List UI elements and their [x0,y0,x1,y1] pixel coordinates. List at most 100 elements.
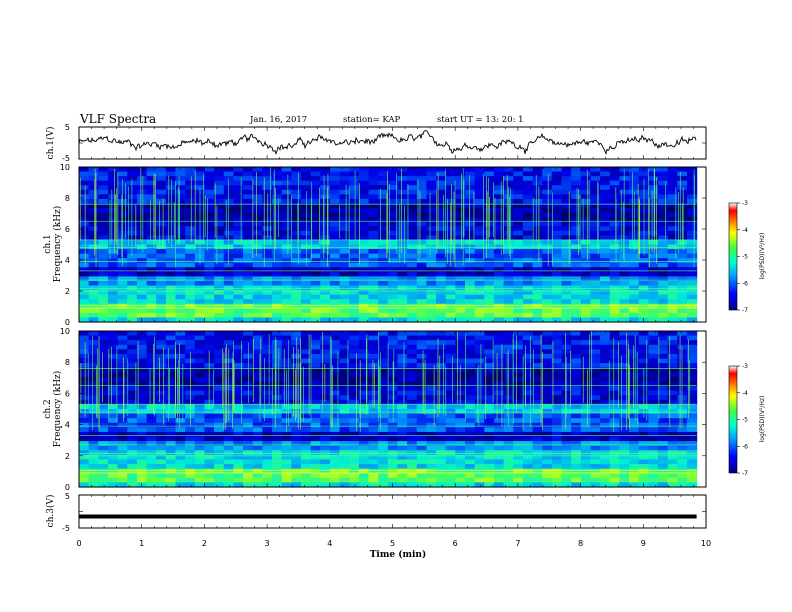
spectrogram-cell [320,276,331,282]
spectrogram-cell [156,253,167,259]
spectrogram-cell [243,267,254,273]
spectrogram-cell [522,358,534,364]
spectrogram-cell [532,198,543,205]
spectrogram-cell [358,290,370,296]
spectrogram-cell [436,203,447,209]
spectrogram-cell [445,477,456,484]
spectrogram-cell [387,441,399,447]
spectrogram-cell [146,167,157,173]
spectrogram-cell [609,244,620,250]
spectrogram-cell [310,285,321,291]
spectrogram-cell [368,349,379,355]
spectrogram-cell [291,431,302,438]
spectrogram-cell [387,212,399,218]
spectrogram-cell [358,176,370,182]
spectrogram-cell [185,464,196,470]
spectrogram-cell [667,367,678,373]
spectrogram-cell [107,198,119,205]
spectrogram-cell [571,413,582,419]
spectrogram-cell [551,271,563,278]
spectrogram-cell [339,372,350,378]
spectrogram-cell [551,276,563,282]
spectrogram-cell [358,285,370,291]
station-label: station= KAP [343,115,401,125]
spectrogram-cell [474,280,485,287]
spectrogram-cell [677,294,688,300]
spectrogram-cell [532,413,543,419]
spectrogram-cell [493,267,505,273]
spectrogram-cell [551,331,563,337]
spectrogram-cell [194,271,206,278]
spectrogram-cell [107,344,119,350]
spectrogram-cell [445,176,456,182]
spectrogram-cell [349,390,360,396]
spectrogram-cell [532,276,543,282]
spectrogram-cell [397,349,408,355]
spectrogram-cell [445,363,456,369]
spectrogram-cell [658,418,669,424]
spectrogram-cell [204,422,215,428]
spectrogram-cell [368,226,379,232]
spectrogram-cell [349,413,360,419]
spectrogram-cell [378,390,389,396]
spectrogram-cell [532,335,543,341]
spectrogram-cell [310,280,321,287]
spectrogram-cell [397,473,408,479]
spectrogram-cell [107,468,119,474]
spectrogram-cell [98,340,109,346]
spectrogram-cell [79,167,90,173]
spectrogram-cell [272,409,283,415]
spectrogram-cell [658,312,669,319]
spectrogram-cell [609,427,620,433]
spectrogram-cell [88,413,99,419]
spectrogram-cell [571,390,582,396]
spectrogram-cell [648,363,659,369]
spectrogram-cell [484,372,495,378]
spectrogram-cell [638,280,649,287]
spectrogram-cell [619,230,630,236]
spectrogram-cell [300,244,312,250]
spectrogram-cell [551,418,563,424]
spectrogram-cell [638,431,649,438]
spectrogram-cell [339,482,350,488]
spectrogram-cell [397,331,408,337]
spectrogram-cell [522,404,534,410]
spectrogram-cell [474,285,485,291]
spectrogram-cell [252,477,263,484]
spectrogram-cell [542,189,553,195]
spectrogram-cell [551,335,563,341]
spectrogram-cell [426,349,437,355]
spectrogram-cell [551,358,563,364]
spectrogram-cell [667,276,678,282]
spectrogram-cell [310,376,321,383]
spectrogram-cell [368,180,379,186]
spectrogram-cell [310,198,321,205]
spectrogram-cell [416,381,427,387]
spectrogram-cell [658,372,669,378]
spectrogram-cell [272,473,283,479]
spectrogram-cell [493,262,505,268]
spectrogram-cell [609,239,620,246]
spectrogram-cell [107,285,119,291]
spectrogram-cell [329,235,341,241]
spectrogram-cell [339,349,350,355]
spectrogram-cell [214,239,225,246]
spectrogram-cell [339,253,350,259]
spectrogram-cell [445,267,456,273]
spectrogram-cell [629,431,640,438]
spectrogram-cell [233,436,244,442]
spectrogram-cell [136,253,148,259]
spectrogram-cell [243,208,254,214]
spectrogram-cell [571,335,582,341]
spectrogram-cell [262,239,273,246]
spectrogram-cell [658,363,669,369]
spectrogram-cell [561,409,572,415]
spectrogram-cell [281,363,292,369]
spectrogram-cell [590,280,601,287]
spectrogram-cell [291,185,302,191]
spectrogram-cell [252,308,263,314]
spectrogram-cell [513,358,524,364]
chart-title: VLF Spectra [79,112,156,126]
spectrogram-cell [600,399,611,406]
spectrogram-cell [387,167,399,173]
